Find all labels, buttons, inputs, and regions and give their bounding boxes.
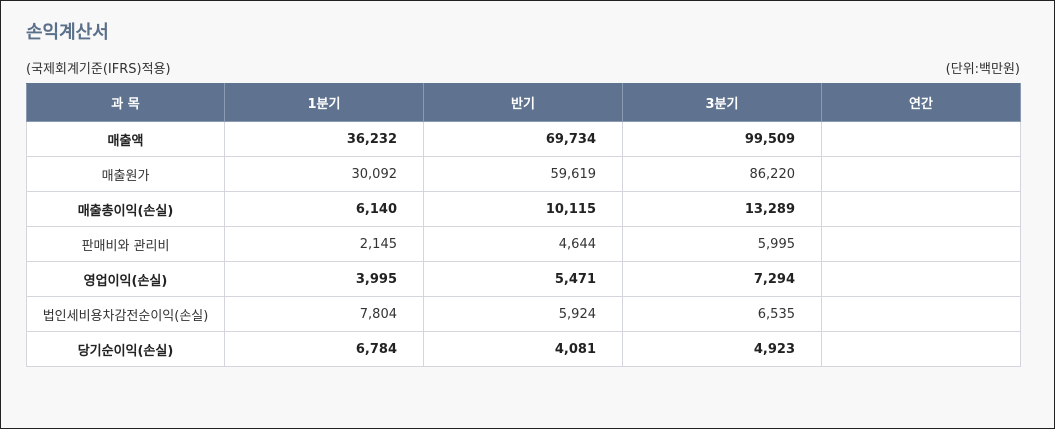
cell-q3: 7,294 [622, 261, 822, 297]
table-row: 법인세비용차감전순이익(손실) 7,804 5,924 6,535 [26, 296, 1021, 332]
row-label: 영업이익(손실) [26, 261, 225, 297]
header-half: 반기 [423, 83, 623, 122]
page-title: 손익계산서 [26, 22, 109, 43]
accounting-standard-note: (국제회계기준(IFRS)적용) [26, 62, 171, 77]
cell-q3: 86,220 [622, 156, 822, 192]
row-label: 당기순이익(손실) [26, 331, 225, 367]
header-q3: 3분기 [622, 83, 822, 122]
table-row: 당기순이익(손실) 6,784 4,081 4,923 [26, 331, 1021, 367]
cell-q3: 13,289 [622, 191, 822, 227]
row-label: 매출액 [26, 121, 225, 157]
cell-q1: 30,092 [224, 156, 424, 192]
cell-q3: 5,995 [622, 226, 822, 262]
cell-annual [821, 331, 1021, 367]
income-statement-table: 과 목 1분기 반기 3분기 연간 매출액 36,232 69,734 99,5… [26, 83, 1021, 367]
cell-half: 4,081 [423, 331, 623, 367]
cell-q3: 4,923 [622, 331, 822, 367]
cell-q3: 99,509 [622, 121, 822, 157]
cell-annual [821, 261, 1021, 297]
table-row: 영업이익(손실) 3,995 5,471 7,294 [26, 261, 1021, 297]
row-label: 판매비와 관리비 [26, 226, 225, 262]
cell-annual [821, 191, 1021, 227]
cell-annual [821, 156, 1021, 192]
table-row: 판매비와 관리비 2,145 4,644 5,995 [26, 226, 1021, 262]
table-row: 매출총이익(손실) 6,140 10,115 13,289 [26, 191, 1021, 227]
cell-half: 69,734 [423, 121, 623, 157]
cell-annual [821, 226, 1021, 262]
cell-q3: 6,535 [622, 296, 822, 332]
cell-q1: 7,804 [224, 296, 424, 332]
table-row: 매출원가 30,092 59,619 86,220 [26, 156, 1021, 192]
table-header-row: 과 목 1분기 반기 3분기 연간 [26, 83, 1021, 122]
cell-q1: 2,145 [224, 226, 424, 262]
table-row: 매출액 36,232 69,734 99,509 [26, 121, 1021, 157]
unit-note: (단위:백만원) [945, 62, 1020, 77]
cell-half: 5,471 [423, 261, 623, 297]
cell-q1: 3,995 [224, 261, 424, 297]
row-label: 매출원가 [26, 156, 225, 192]
header-annual: 연간 [821, 83, 1021, 122]
row-label: 법인세비용차감전순이익(손실) [26, 296, 225, 332]
header-q1: 1분기 [224, 83, 424, 122]
cell-half: 59,619 [423, 156, 623, 192]
cell-q1: 6,784 [224, 331, 424, 367]
cell-half: 4,644 [423, 226, 623, 262]
row-label: 매출총이익(손실) [26, 191, 225, 227]
cell-half: 10,115 [423, 191, 623, 227]
header-item: 과 목 [26, 83, 225, 122]
cell-annual [821, 121, 1021, 157]
cell-q1: 6,140 [224, 191, 424, 227]
cell-q1: 36,232 [224, 121, 424, 157]
cell-annual [821, 296, 1021, 332]
cell-half: 5,924 [423, 296, 623, 332]
